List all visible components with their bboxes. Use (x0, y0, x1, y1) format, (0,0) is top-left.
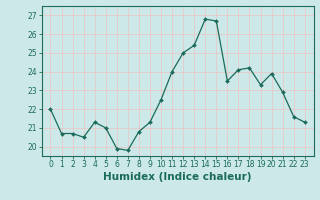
X-axis label: Humidex (Indice chaleur): Humidex (Indice chaleur) (103, 172, 252, 182)
